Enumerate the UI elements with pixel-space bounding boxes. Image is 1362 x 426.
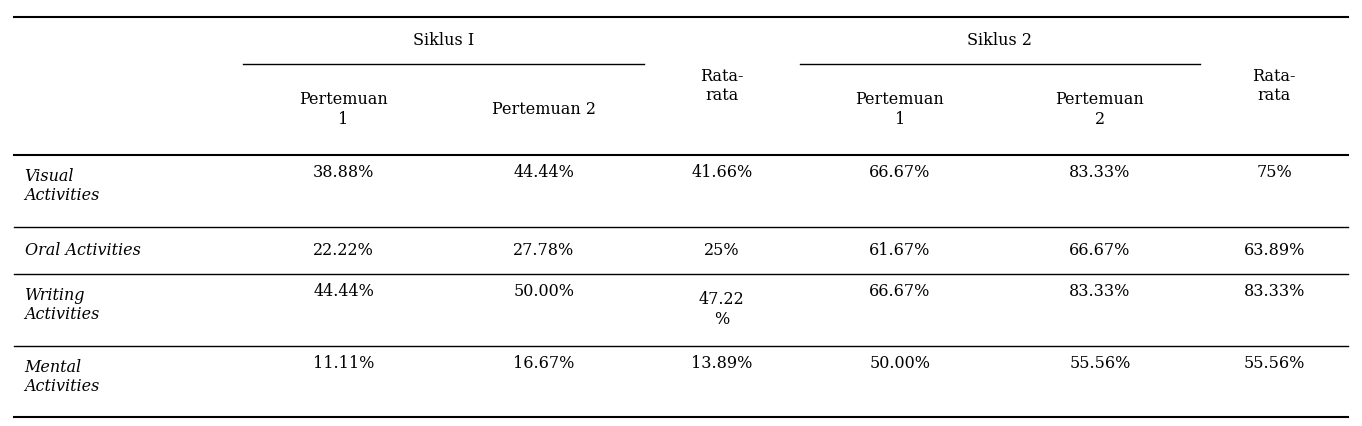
Text: 83.33%: 83.33% [1069, 164, 1130, 181]
Text: 66.67%: 66.67% [1069, 242, 1130, 259]
Text: Pertemuan
1: Pertemuan 1 [300, 91, 388, 128]
Text: Visual
Activities: Visual Activities [25, 167, 99, 204]
Text: 41.66%: 41.66% [691, 164, 752, 181]
Text: 55.56%: 55.56% [1069, 355, 1130, 372]
Text: Pertemuan
2: Pertemuan 2 [1056, 91, 1144, 128]
Text: 61.67%: 61.67% [869, 242, 930, 259]
Text: Pertemuan 2: Pertemuan 2 [492, 101, 595, 118]
Text: Siklus 2: Siklus 2 [967, 32, 1032, 49]
Text: Rata-
rata: Rata- rata [1253, 68, 1297, 104]
Text: 27.78%: 27.78% [513, 242, 575, 259]
Text: 11.11%: 11.11% [313, 355, 375, 372]
Text: 47.22
%: 47.22 % [699, 291, 745, 328]
Text: 50.00%: 50.00% [513, 283, 575, 300]
Text: 63.89%: 63.89% [1244, 242, 1305, 259]
Text: 44.44%: 44.44% [313, 283, 375, 300]
Text: 22.22%: 22.22% [313, 242, 375, 259]
Text: 16.67%: 16.67% [513, 355, 575, 372]
Text: Oral Activities: Oral Activities [25, 242, 140, 259]
Text: 50.00%: 50.00% [869, 355, 930, 372]
Text: Siklus I: Siklus I [413, 32, 474, 49]
Text: Pertemuan
1: Pertemuan 1 [855, 91, 944, 128]
Text: 44.44%: 44.44% [513, 164, 575, 181]
Text: 83.33%: 83.33% [1069, 283, 1130, 300]
Text: 66.67%: 66.67% [869, 283, 930, 300]
Text: Writing
Activities: Writing Activities [25, 287, 99, 323]
Text: 13.89%: 13.89% [691, 355, 752, 372]
Text: 83.33%: 83.33% [1244, 283, 1305, 300]
Text: 66.67%: 66.67% [869, 164, 930, 181]
Text: 75%: 75% [1256, 164, 1293, 181]
Text: 55.56%: 55.56% [1244, 355, 1305, 372]
Text: 38.88%: 38.88% [313, 164, 375, 181]
Text: 25%: 25% [704, 242, 740, 259]
Text: Rata-
rata: Rata- rata [700, 68, 744, 104]
Text: Mental
Activities: Mental Activities [25, 359, 99, 395]
